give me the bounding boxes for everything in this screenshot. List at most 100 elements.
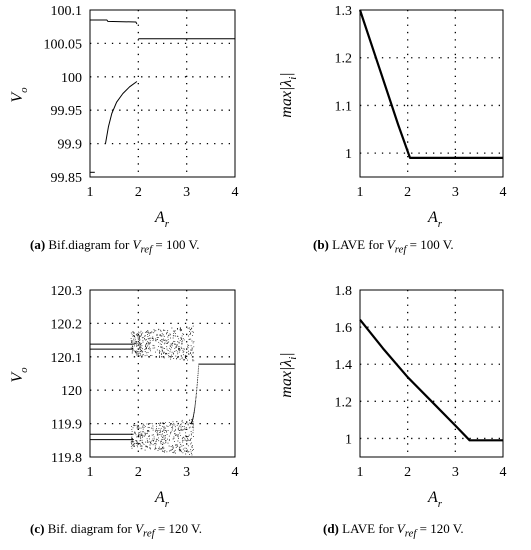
cloud-point [175,434,177,436]
y-axis-label: Vo [9,87,30,103]
cloud-point [164,351,166,353]
cloud-point [133,333,135,334]
cloud-point [155,430,156,432]
caption-b: (b) LAVE for Vref = 100 V. [313,237,454,256]
cloud-point [139,434,141,436]
cloud-point [187,327,189,329]
cloud-point [139,348,141,350]
cloud-point [153,345,155,347]
cloud-point [176,444,178,446]
cloud-point [176,357,178,359]
x-tick-label: 2 [404,185,411,200]
cloud-point [135,442,137,444]
y-tick-label: 1 [345,147,352,162]
cloud-point [131,430,133,432]
cloud-point [171,327,173,329]
cloud-point [190,438,191,440]
cloud-point [162,441,164,443]
cloud-point [134,433,136,434]
cloud-point [157,337,159,338]
cloud-point [143,423,144,425]
cloud-point [177,353,179,355]
cloud-point [168,356,170,358]
cloud-point [138,426,140,428]
cloud-point [167,330,169,332]
cloud-point [153,438,155,440]
cloud-point [134,351,136,353]
cloud-point [140,433,142,435]
cloud-point [173,430,175,432]
cloud-point [148,431,150,433]
cloud-point [136,341,137,342]
cloud-point [145,445,147,447]
cloud-point [159,449,161,450]
y-tick-label: 120.3 [51,284,83,299]
cloud-point [181,329,183,331]
cloud-point [180,449,182,451]
cloud-point [150,443,152,445]
cloud-point [152,347,154,349]
cloud-point [159,448,161,449]
cloud-point [181,340,183,342]
cloud-point [172,426,174,428]
plot-frame [89,9,236,178]
cloud-point [158,357,160,358]
cloud-point [148,424,150,426]
cloud-point [149,342,151,344]
cloud-point [174,343,176,345]
cloud-point [139,332,141,334]
cloud-point [193,360,195,362]
cloud-point [162,430,164,432]
cloud-point [160,346,162,348]
cloud-point [168,341,170,343]
cloud-point [193,331,194,333]
cloud-point [161,433,163,435]
cloud-point [191,449,193,451]
cloud-point [155,340,156,342]
cloud-point [182,337,184,339]
cloud-point [167,430,169,432]
cloud-point [188,335,190,337]
cloud-point [172,353,174,355]
cloud-point [138,433,139,435]
transition-point [196,391,197,393]
cloud-point [191,356,193,358]
cloud-point [178,349,180,351]
cloud-point [135,341,137,343]
cloud-point [167,331,168,333]
cloud-point [139,445,141,447]
cloud-point [161,341,163,343]
cloud-point [137,446,138,448]
cloud-point [146,339,148,341]
caption-c-tail: = 120 V. [154,521,202,536]
cloud-point [159,423,161,425]
y-tick-label: 1.6 [335,321,353,336]
cloud-point [177,341,179,343]
cloud-point [158,341,160,343]
cloud-point [147,334,148,335]
transition-point [197,380,198,382]
y-tick-label: 1.1 [335,99,353,114]
cloud-point [189,454,191,456]
cloud-point [165,352,167,354]
cloud-point [134,345,135,347]
x-axis-label: Ar [154,489,170,510]
y-tick-label: 100.1 [51,4,83,19]
cloud-point [160,441,162,443]
cloud-point [193,427,195,429]
cloud-point [131,429,133,431]
cloud-point [174,450,176,451]
cloud-point [155,429,157,431]
cloud-point [158,440,160,442]
cloud-point [178,427,180,429]
cloud-point [161,332,163,334]
cloud-point [170,433,172,435]
cloud-point [147,439,148,441]
transition-point [195,397,197,399]
transition-point [196,388,198,390]
caption-c: (c) Bif. diagram for Vref = 120 V. [30,521,202,540]
cloud-point [189,329,191,331]
cloud-point [169,449,171,451]
transition-point [197,369,199,371]
cloud-point [160,448,162,450]
